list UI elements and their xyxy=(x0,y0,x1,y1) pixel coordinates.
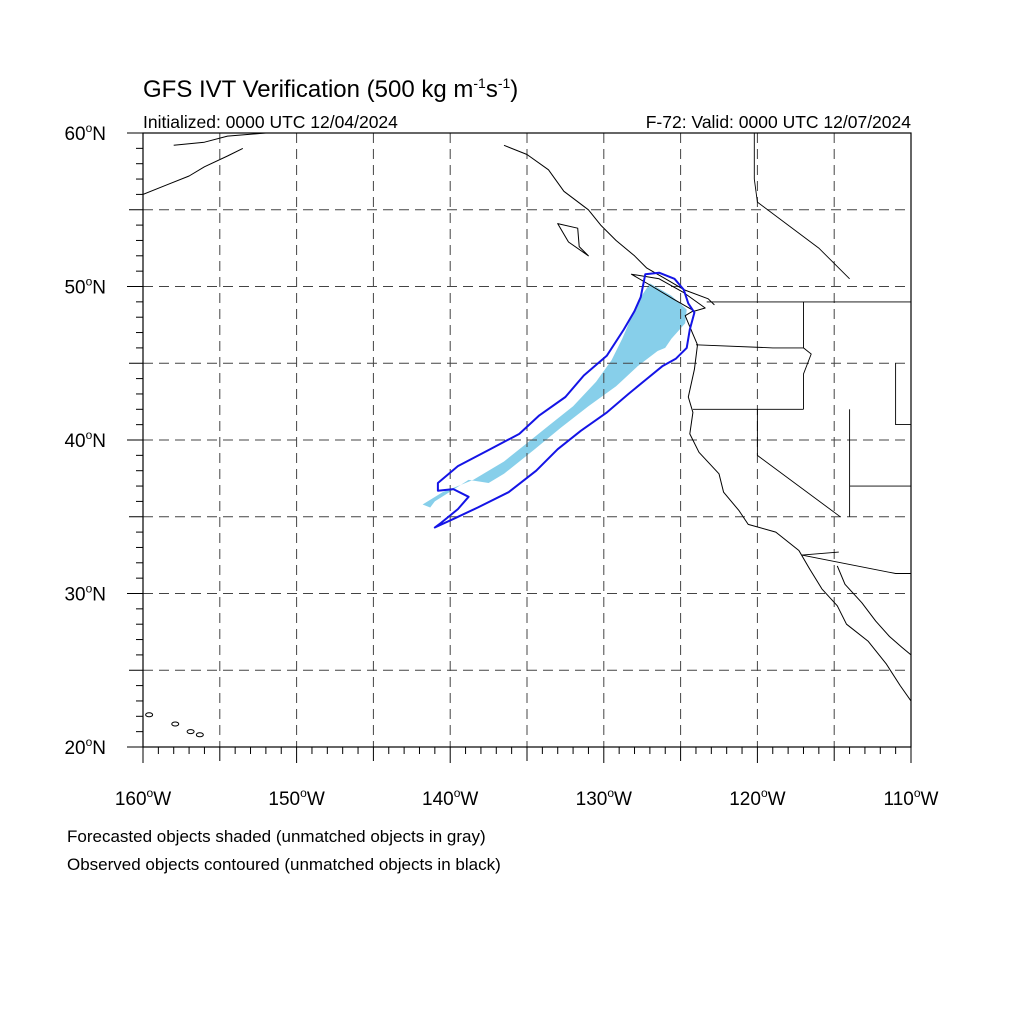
island-outline xyxy=(186,729,195,735)
island-outline xyxy=(557,223,589,257)
coastline xyxy=(173,133,266,146)
forecast-ivt-object xyxy=(422,283,687,508)
lat-tick-label: 50oN xyxy=(64,275,106,299)
island-outline xyxy=(145,712,154,718)
coastline xyxy=(836,565,911,656)
lon-tick-label: 120oW xyxy=(729,786,785,810)
map-axes: 60oN 50oN 40oN 30oN 20oN 160oW 150oW 140oW 130oW… xyxy=(64,121,938,810)
observed-legend-note: Observed objects contoured (unmatched ob… xyxy=(67,855,501,874)
lat-tick-label: 60oN xyxy=(64,121,106,145)
island-outline xyxy=(630,273,706,312)
political-border xyxy=(756,409,841,518)
political-border xyxy=(695,344,804,349)
political-border xyxy=(801,551,839,556)
forecast-legend-note: Forecasted objects shaded (unmatched obj… xyxy=(67,827,486,846)
lon-tick-label: 160oW xyxy=(115,786,171,810)
political-border xyxy=(801,554,911,574)
lon-tick-label: 150oW xyxy=(268,786,324,810)
figure-title: GFS IVT Verification (500 kg m-1s-1) xyxy=(143,75,518,103)
coastline xyxy=(503,144,715,306)
political-border xyxy=(895,363,911,426)
initialized-label: Initialized: 0000 UTC 12/04/2024 xyxy=(143,112,398,132)
lon-tick-label: 140oW xyxy=(422,786,478,810)
island-outline xyxy=(195,732,204,738)
coastline xyxy=(143,147,244,195)
lon-tick-label: 130oW xyxy=(576,786,632,810)
coastline xyxy=(684,310,911,702)
valid-time-label: F-72: Valid: 0000 UTC 12/07/2024 xyxy=(646,112,912,132)
lat-tick-label: 30oN xyxy=(64,582,106,606)
lat-tick-label: 40oN xyxy=(64,428,106,452)
lon-tick-label: 110oW xyxy=(884,786,939,810)
observed-ivt-contour xyxy=(433,271,696,529)
island-outline xyxy=(209,751,216,755)
lat-tick-label: 20oN xyxy=(64,735,106,759)
map-plot-area xyxy=(143,133,911,755)
political-border xyxy=(803,301,812,410)
island-outline xyxy=(171,721,180,727)
political-border xyxy=(753,133,850,280)
